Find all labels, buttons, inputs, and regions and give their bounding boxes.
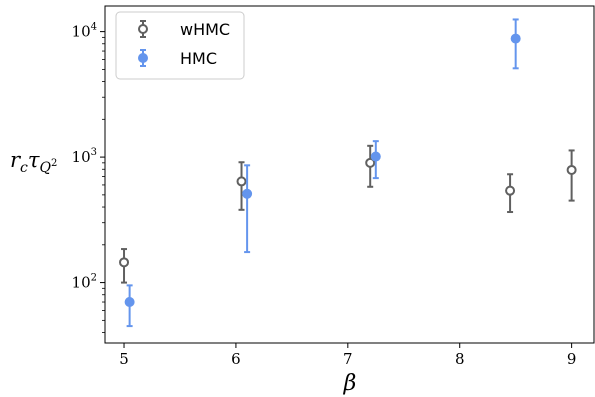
y-tick-exponent: 2: [91, 273, 97, 284]
whmc-point: [236, 176, 247, 187]
y-axis-title: rcτQ2: [10, 148, 57, 176]
x-axis-title: β: [343, 371, 357, 396]
legend: wHMC HMC: [115, 11, 245, 80]
y-tick-label: 103: [72, 147, 97, 166]
legend-box: [115, 11, 245, 80]
hmc-point: [242, 188, 253, 199]
legend-label-hmc: HMC: [180, 49, 217, 68]
plot-frame: [104, 5, 595, 344]
hmc-point: [370, 151, 381, 162]
y-tick-label: 102: [72, 273, 97, 292]
x-tick-label: 9: [567, 350, 577, 368]
x-tick-label: 6: [231, 350, 241, 368]
legend-whmc-point: [138, 24, 148, 34]
x-tick-label: 8: [455, 350, 465, 368]
y-axis-title-r-sub: c: [20, 160, 28, 176]
y-axis-title-tau-sub: Q: [40, 160, 52, 176]
y-tick-exponent: 3: [91, 147, 97, 158]
hmc-point: [510, 33, 521, 44]
y-tick-base: 10: [72, 148, 91, 166]
x-axis-ticks: 5 6 7 8 9: [119, 343, 576, 368]
y-tick-base: 10: [72, 274, 91, 292]
hmc-point: [124, 297, 135, 308]
y-tick-label: 104: [72, 22, 97, 41]
legend-label-whmc: wHMC: [180, 20, 230, 39]
whmc-point: [365, 157, 376, 168]
legend-items: wHMC HMC: [138, 20, 230, 68]
x-tick-label: 7: [343, 350, 353, 368]
legend-hmc-point: [138, 53, 148, 63]
y-axis-title-tau: τ: [28, 148, 40, 172]
x-tick-label: 5: [119, 350, 129, 368]
data-marks: [119, 18, 577, 328]
y-axis-title-r: r: [10, 148, 22, 172]
y-tick-base: 10: [72, 23, 91, 41]
y-axis-title-tau-sub-sup: 2: [51, 158, 57, 169]
whmc-point: [505, 185, 516, 196]
whmc-point: [566, 164, 577, 175]
whmc-point: [119, 257, 130, 268]
y-tick-exponent: 4: [91, 22, 97, 33]
